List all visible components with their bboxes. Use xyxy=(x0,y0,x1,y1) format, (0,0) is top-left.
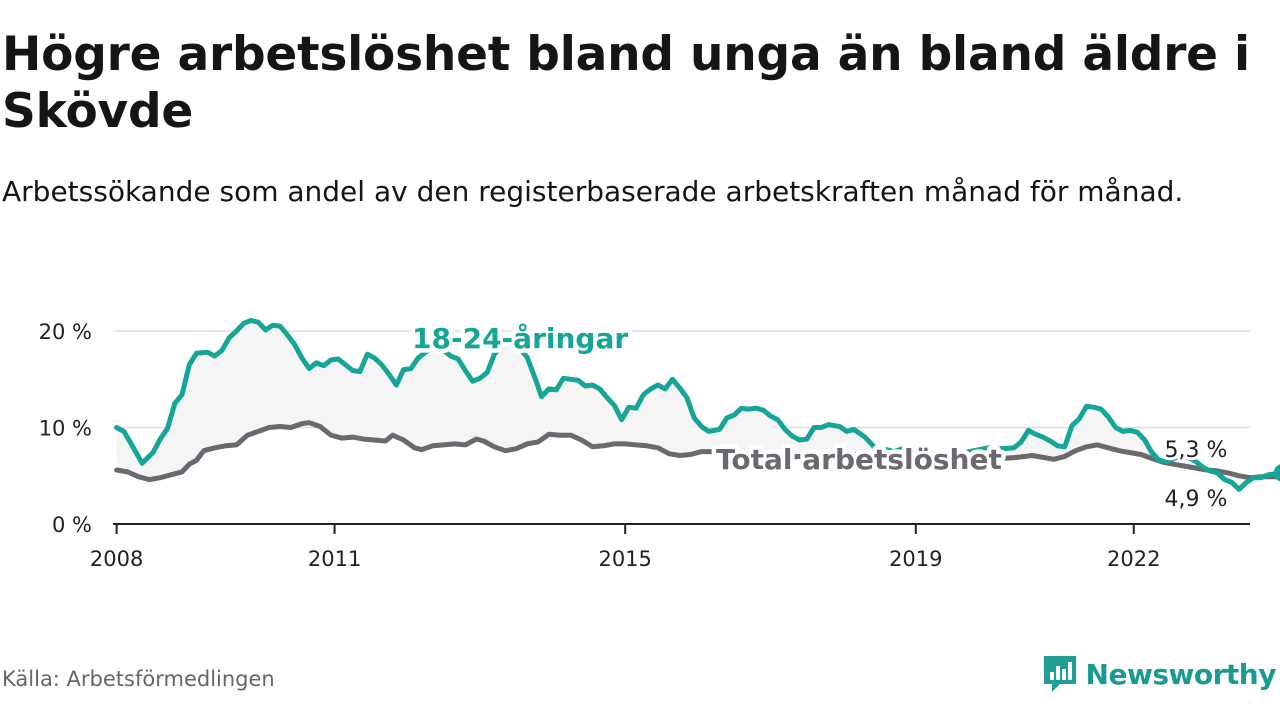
x-tick-label: 2019 xyxy=(889,547,942,571)
x-tick-label: 2022 xyxy=(1107,547,1160,571)
series-label-youth: 18-24-åringar xyxy=(412,322,628,355)
chart-subtitle: Arbetssökande som andel av den registerb… xyxy=(2,175,1184,208)
brand-name: Newsworthy xyxy=(1085,657,1277,691)
x-tick-label: 2008 xyxy=(90,547,143,571)
series-line-youth xyxy=(114,317,1280,492)
series-line-total xyxy=(114,420,1280,483)
gap-area xyxy=(116,320,1280,490)
newsworthy-logo[interactable]: Newsworthy xyxy=(1042,652,1277,696)
source-note: Källa: Arbetsförmedlingen xyxy=(2,667,275,691)
x-tick-label: 2011 xyxy=(308,547,361,571)
x-tick-label: 2015 xyxy=(598,547,651,571)
series-label-total: Total arbetslöshet xyxy=(716,443,1002,476)
end-label-youth: 5,3 % xyxy=(1165,438,1228,463)
y-tick-label: 20 % xyxy=(39,320,92,344)
bar-chart-logo-icon xyxy=(1043,656,1076,692)
end-label-total: 4,9 % xyxy=(1165,487,1228,512)
chart-title: Högre arbetslöshet bland unga än bland ä… xyxy=(2,27,1250,139)
y-tick-label: 10 % xyxy=(39,417,92,441)
y-tick-label: 0 % xyxy=(52,513,92,537)
series-endpoint-youth xyxy=(1273,464,1280,482)
